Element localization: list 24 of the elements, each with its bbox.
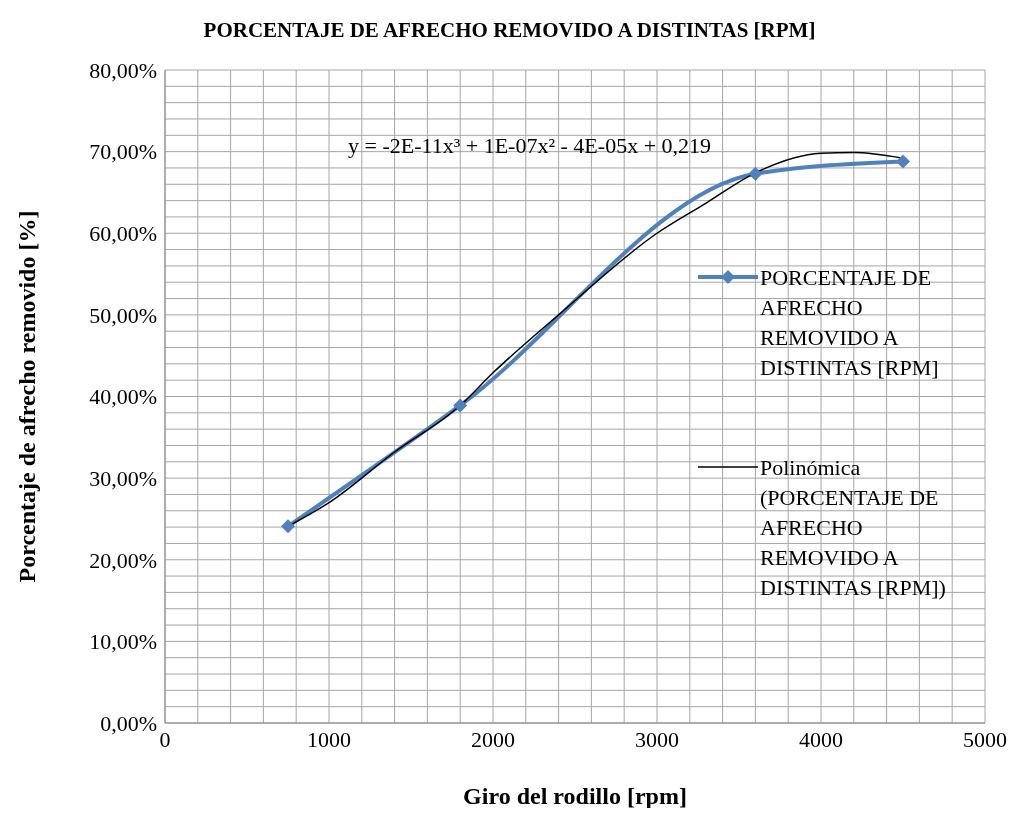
y-tick-label: 70,00% (89, 139, 157, 165)
legend-label: Polinómica (PORCENTAJE DE AFRECHO REMOVIDO A DISTINTAS [RPM]) (760, 454, 947, 602)
chart-title: PORCENTAJE DE AFRECHO REMOVIDO A DISTINTAS [RPM] (202, 18, 817, 43)
y-tick-label: 60,00% (89, 221, 157, 247)
annotation: y = -2E-11x³ + 1E-07x² - 4E-05x + 0,219 (348, 133, 712, 159)
point (896, 154, 910, 169)
x-tick-label: 2000 (471, 726, 515, 752)
x-tick-label: 1000 (307, 726, 351, 752)
point (748, 166, 763, 181)
y-tick-label: 50,00% (89, 302, 157, 328)
y-tick-label: 80,00% (89, 57, 157, 83)
x-tick-label: 5000 (963, 726, 1007, 752)
point (453, 398, 468, 413)
y-tick-label: 40,00% (89, 384, 157, 410)
x-tick-label: 4000 (799, 726, 843, 752)
y-tick-label: 0,00% (100, 710, 157, 736)
y-axis-title: Porcentaje de afrecho removido [%] (13, 210, 40, 583)
x-tick-label: 3000 (635, 726, 679, 752)
y-tick-label: 20,00% (89, 547, 157, 573)
legend-label: PORCENTAJE DE AFRECHO REMOVIDO A DISTINTAS [RPM] (760, 264, 940, 382)
x-tick-label: 0 (159, 726, 171, 752)
point (281, 519, 295, 534)
y-tick-label: 30,00% (89, 465, 157, 491)
y-tick-label: 10,00% (89, 629, 157, 655)
